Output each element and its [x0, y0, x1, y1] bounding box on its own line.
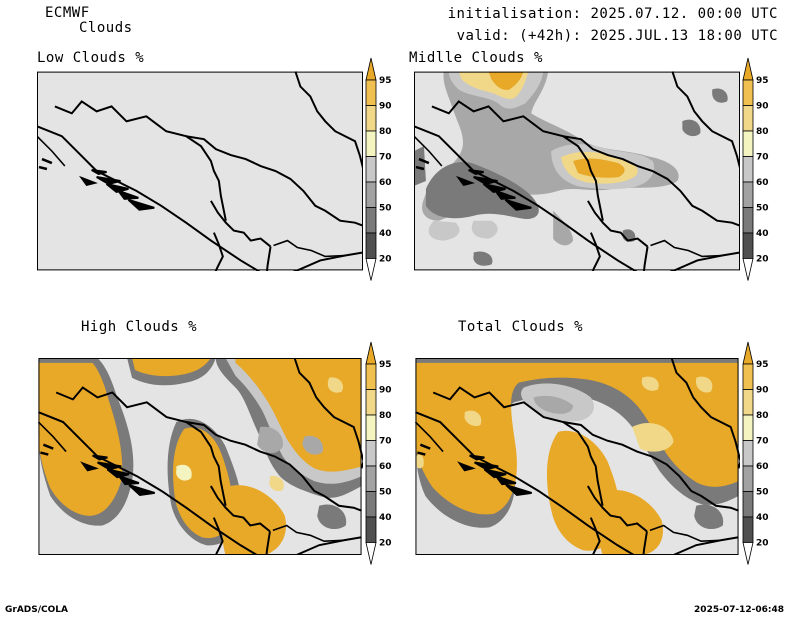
map-high-clouds — [37, 358, 363, 555]
model-name: ECMWF — [45, 5, 90, 21]
colorbar-segment — [742, 181, 754, 208]
colorbar-segment — [365, 389, 377, 416]
colorbar-top-tip — [742, 341, 754, 365]
valid-time: valid: (+42h): 2025.JUL.13 18:00 UTC — [456, 28, 778, 44]
colorbar-segment — [365, 465, 377, 492]
colorbar-segment — [365, 207, 377, 234]
colorbar-total-clouds: 20 40 50 60 70 80 90 95 — [742, 341, 769, 565]
colorbar-tick-label: 20 — [756, 539, 769, 549]
colorbar-segment — [365, 79, 377, 106]
software-credit: GrADS/COLA — [5, 605, 68, 615]
map-low-clouds — [37, 71, 363, 271]
panel-title-high-clouds: High Clouds % — [81, 319, 198, 335]
colorbar-segment — [742, 232, 754, 259]
colorbar-tick-label: 90 — [756, 386, 769, 396]
colorbar-tick-label: 60 — [379, 178, 392, 188]
colorbar-tick-label: 70 — [756, 437, 769, 447]
colorbar-segment — [365, 414, 377, 441]
colorbar-top-tip — [365, 341, 377, 365]
panel-title-low-clouds: Low Clouds % — [37, 50, 145, 66]
colorbar-segment — [742, 491, 754, 518]
colorbar-high-clouds: 20 40 50 60 70 80 90 95 — [365, 341, 392, 565]
colorbar-segment — [742, 440, 754, 467]
colorbar-segment — [365, 516, 377, 543]
colorbar-segment — [742, 156, 754, 183]
colorbar-tick-label: 50 — [756, 488, 769, 498]
colorbar-segment — [365, 363, 377, 390]
colorbar-segment — [365, 130, 377, 157]
colorbar-segment — [742, 389, 754, 416]
colorbar-tick-label: 60 — [756, 178, 769, 188]
colorbar-segment — [365, 156, 377, 183]
colorbar-low-clouds: 20 40 50 60 70 80 90 95 — [365, 57, 392, 281]
colorbar-segment — [365, 105, 377, 132]
colorbar-tick-label: 95 — [379, 76, 392, 86]
colorbar-segment — [742, 130, 754, 157]
colorbar-segment — [365, 491, 377, 518]
colorbar-tick-label: 60 — [379, 462, 392, 472]
colorbar-tick-label: 20 — [379, 255, 392, 265]
colorbar-tick-label: 40 — [756, 513, 769, 523]
panel-title-middle-clouds: Midlle Clouds % — [409, 50, 543, 66]
colorbar-middle-clouds: 20 40 50 60 70 80 90 95 — [742, 57, 769, 281]
colorbar-tick-label: 80 — [756, 127, 769, 137]
colorbar-tick-label: 60 — [756, 462, 769, 472]
colorbar-tick-label: 50 — [756, 204, 769, 214]
colorbar-tick-label: 70 — [379, 153, 392, 163]
colorbar-bottom-tip — [742, 542, 754, 565]
colorbar-segment — [365, 440, 377, 467]
colorbar-segment — [742, 414, 754, 441]
colorbar-tick-label: 90 — [379, 386, 392, 396]
colorbar-tick-label: 80 — [756, 411, 769, 421]
colorbar-tick-label: 80 — [379, 127, 392, 137]
colorbar-segment — [742, 79, 754, 106]
initialisation-time: initialisation: 2025.07.12. 00:00 UTC — [447, 6, 778, 22]
colorbar-tick-label: 95 — [379, 360, 392, 370]
colorbar-tick-label: 70 — [756, 153, 769, 163]
map-middle-clouds — [414, 71, 740, 271]
colorbar-tick-label: 95 — [756, 360, 769, 370]
colorbar-segment — [742, 207, 754, 234]
colorbar-tick-label: 40 — [379, 229, 392, 239]
colorbar-segment — [742, 105, 754, 132]
generation-timestamp: 2025-07-12-06:48 — [694, 605, 784, 615]
colorbar-bottom-tip — [365, 258, 377, 281]
colorbar-segment — [365, 232, 377, 259]
colorbar-segment — [742, 363, 754, 390]
colorbar-tick-label: 50 — [379, 204, 392, 214]
colorbar-tick-label: 50 — [379, 488, 392, 498]
colorbar-segment — [742, 516, 754, 543]
colorbar-segment — [742, 465, 754, 492]
colorbar-top-tip — [742, 57, 754, 81]
colorbar-tick-label: 70 — [379, 437, 392, 447]
map-total-clouds — [414, 358, 740, 555]
colorbar-tick-label: 20 — [379, 539, 392, 549]
colorbar-tick-label: 90 — [379, 102, 392, 112]
colorbar-tick-label: 20 — [756, 255, 769, 265]
panel-title-total-clouds: Total Clouds % — [458, 319, 584, 335]
colorbar-bottom-tip — [742, 258, 754, 281]
colorbar-tick-label: 40 — [756, 229, 769, 239]
colorbar-tick-label: 40 — [379, 513, 392, 523]
colorbar-top-tip — [365, 57, 377, 81]
colorbar-tick-label: 90 — [756, 102, 769, 112]
colorbar-tick-label: 80 — [379, 411, 392, 421]
variable-name: Clouds — [79, 20, 133, 36]
colorbar-segment — [365, 181, 377, 208]
colorbar-tick-label: 95 — [756, 76, 769, 86]
colorbar-bottom-tip — [365, 542, 377, 565]
